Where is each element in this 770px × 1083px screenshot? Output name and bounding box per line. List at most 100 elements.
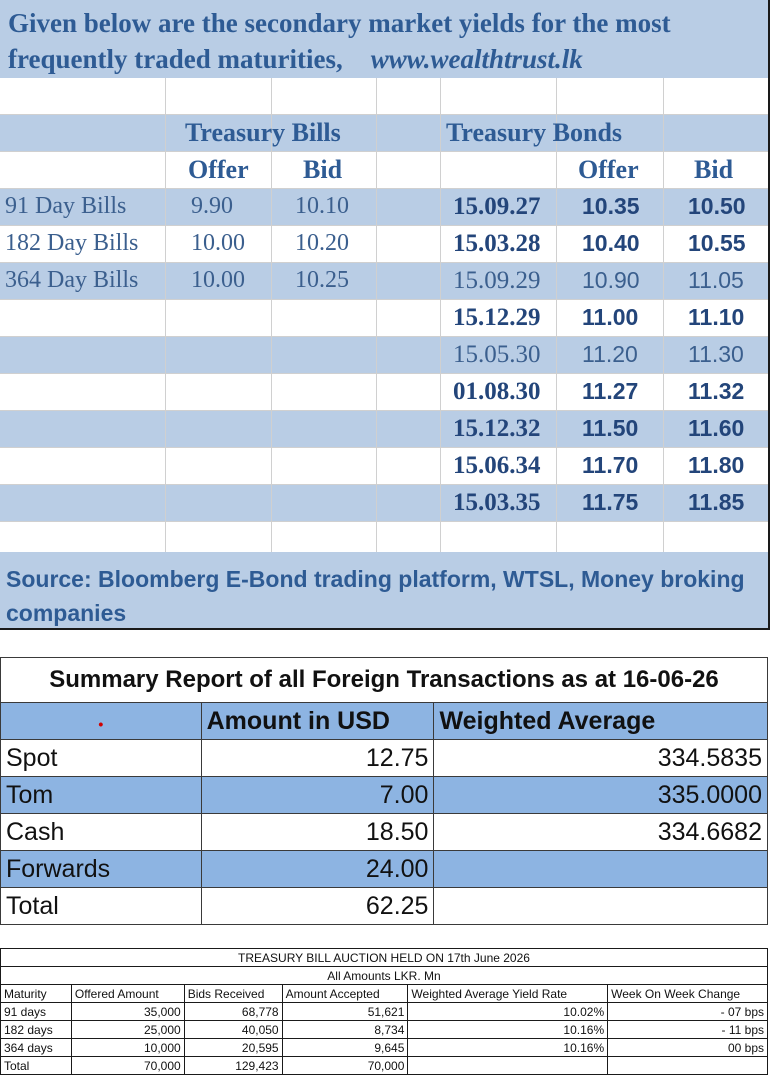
bond-offer: 11.50	[582, 415, 639, 441]
bond-bid: 11.30	[688, 341, 744, 367]
fx-header-amount: Amount in USD	[200, 702, 435, 740]
row-band	[0, 262, 768, 299]
auction-cell-yield: 10.16%	[407, 1020, 609, 1039]
bond-bid: 11.80	[688, 452, 745, 478]
bond-offer: 10.90	[582, 267, 640, 293]
fx-row-weighted-average: 334.6682	[433, 813, 768, 851]
row-divider	[0, 410, 768, 411]
auction-cell-bids: 129,423	[183, 1056, 283, 1075]
yields-title-line1: Given below are the secondary market yie…	[8, 8, 671, 38]
auction-cell-change: - 11 bps	[607, 1020, 768, 1039]
bond-bid: 11.60	[688, 415, 745, 441]
bond-offer: 11.00	[582, 304, 639, 330]
bond-offer: 11.27	[582, 378, 639, 404]
fx-row: Forwards 24.00	[0, 850, 768, 888]
fx-row: Total 62.25	[0, 887, 768, 925]
bond-bid: 11.05	[688, 267, 744, 293]
auction-column-header: Weighted Average Yield Rate	[407, 984, 609, 1003]
row-divider	[0, 188, 768, 189]
row-divider	[0, 336, 768, 337]
auction-cell-yield: 10.02%	[407, 1002, 609, 1021]
auction-cell-offered: 10,000	[70, 1038, 185, 1057]
auction-row: Total 70,000 129,423 70,000	[0, 1056, 768, 1075]
row-divider	[0, 299, 768, 300]
auction-cell-yield	[407, 1056, 609, 1075]
auction-column-header: Amount Accepted	[281, 984, 409, 1003]
bond-bid: 11.10	[688, 304, 745, 330]
bond-maturity: 15.12.29	[453, 304, 541, 331]
auction-cell-offered: 70,000	[70, 1056, 185, 1075]
auction-cell-change	[607, 1056, 768, 1075]
auction-cell-offered: 35,000	[70, 1002, 185, 1021]
row-divider	[0, 114, 768, 115]
fx-row: Tom 7.00 335.0000	[0, 776, 768, 814]
auction-row: 364 days 10,000 20,595 9,645 10.16% 00 bps	[0, 1038, 768, 1057]
yields-title-line2: frequently traded maturities, www.wealtht…	[8, 43, 583, 76]
auction-table-body: 91 days 35,000 68,778 51,621 10.02% - 07 bps 1…	[0, 1002, 768, 1075]
source-banner	[0, 552, 768, 628]
fx-row-amount: 7.00	[200, 776, 435, 814]
auction-row: 91 days 35,000 68,778 51,621 10.02% - 07 bps	[0, 1002, 768, 1021]
bond-maturity: 15.09.29	[453, 267, 541, 294]
fx-row-amount: 12.75	[200, 739, 435, 777]
row-divider	[0, 447, 768, 448]
auction-row: 182 days 25,000 40,050 8,734 10.16% - 11 bps	[0, 1020, 768, 1039]
bond-maturity: 15.03.35	[453, 489, 541, 516]
auction-cell-accepted: 9,645	[281, 1038, 409, 1057]
fx-header-weighted-average: Weighted Average	[433, 702, 768, 740]
fx-header-blank: •	[0, 702, 202, 740]
bond-maturity: 15.12.32	[453, 415, 541, 442]
bond-offer: 11.70	[582, 452, 639, 478]
red-dot-mark: •	[98, 715, 104, 732]
bond-bid: 11.85	[688, 489, 745, 515]
bond-offer: 11.20	[582, 341, 638, 367]
column-divider	[376, 78, 377, 552]
row-band	[0, 410, 768, 447]
auction-cell-maturity: 182 days	[0, 1020, 72, 1039]
auction-cell-change: - 07 bps	[607, 1002, 768, 1021]
fx-row-weighted-average	[433, 850, 768, 888]
bond-offer: 10.35	[582, 193, 640, 219]
bill-bid: 10.10	[295, 193, 349, 219]
fx-row-label: Spot	[0, 739, 202, 777]
fx-row-label: Tom	[0, 776, 202, 814]
bill-bid: 10.25	[295, 267, 349, 293]
auction-cell-maturity: 364 days	[0, 1038, 72, 1057]
yields-title-banner	[0, 0, 768, 78]
bond-maturity: 01.08.30	[453, 378, 541, 405]
auction-cell-yield: 10.16%	[407, 1038, 609, 1057]
column-divider	[440, 78, 441, 552]
auction-cell-maturity: 91 days	[0, 1002, 72, 1021]
bill-offer: 10.00	[191, 267, 245, 293]
auction-title: TREASURY BILL AUCTION HELD ON 17th June …	[0, 948, 768, 967]
auction-column-header: Offered Amount	[70, 984, 185, 1003]
treasury-bonds-heading: Treasury Bonds	[446, 118, 623, 147]
source-note: Source: Bloomberg E-Bond trading platfor…	[6, 566, 745, 626]
fx-row-label: Total	[0, 887, 202, 925]
secondary-market-yields-panel: Given below are the secondary market yie…	[0, 0, 770, 630]
fx-row-amount: 24.00	[200, 850, 435, 888]
bonds-offer-header: Offer	[578, 155, 639, 184]
fx-row-amount: 62.25	[200, 887, 435, 925]
column-divider	[165, 78, 166, 552]
row-divider	[0, 151, 768, 152]
fx-row-weighted-average: 334.5835	[433, 739, 768, 777]
website-link[interactable]: www.wealthtrust.lk	[370, 44, 583, 74]
row-band	[0, 188, 768, 225]
auction-cell-accepted: 51,621	[281, 1002, 409, 1021]
column-divider	[663, 78, 664, 552]
auction-subtitle: All Amounts LKR. Mn	[0, 966, 768, 985]
column-divider	[271, 78, 272, 552]
bill-offer: 10.00	[191, 230, 245, 256]
bond-bid: 10.55	[688, 230, 746, 256]
auction-cell-bids: 40,050	[183, 1020, 283, 1039]
bill-bid: 10.20	[295, 230, 349, 256]
foreign-transactions-table: Summary Report of all Foreign Transactio…	[0, 657, 768, 925]
bond-maturity: 15.05.30	[453, 341, 541, 368]
fx-row-label: Forwards	[0, 850, 202, 888]
fx-row: Cash 18.50 334.6682	[0, 813, 768, 851]
auction-header-row: Maturity Offered Amount Bids Received Amoun…	[0, 984, 768, 1003]
bill-maturity: 91 Day Bills	[5, 193, 127, 219]
bill-maturity: 182 Day Bills	[5, 230, 139, 256]
fx-table-title: Summary Report of all Foreign Transactio…	[0, 657, 768, 703]
